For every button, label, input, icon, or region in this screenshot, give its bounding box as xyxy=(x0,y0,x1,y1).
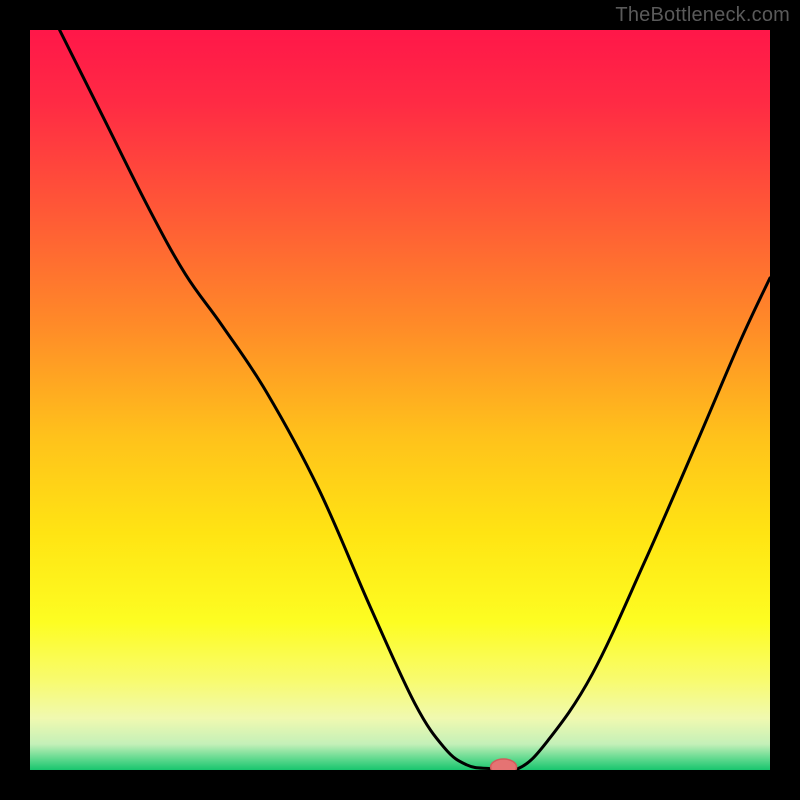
chart-svg xyxy=(30,30,770,770)
gradient-background xyxy=(30,30,770,770)
watermark-text: TheBottleneck.com xyxy=(615,4,790,27)
optimal-marker xyxy=(491,759,517,770)
bottleneck-chart xyxy=(30,30,770,770)
